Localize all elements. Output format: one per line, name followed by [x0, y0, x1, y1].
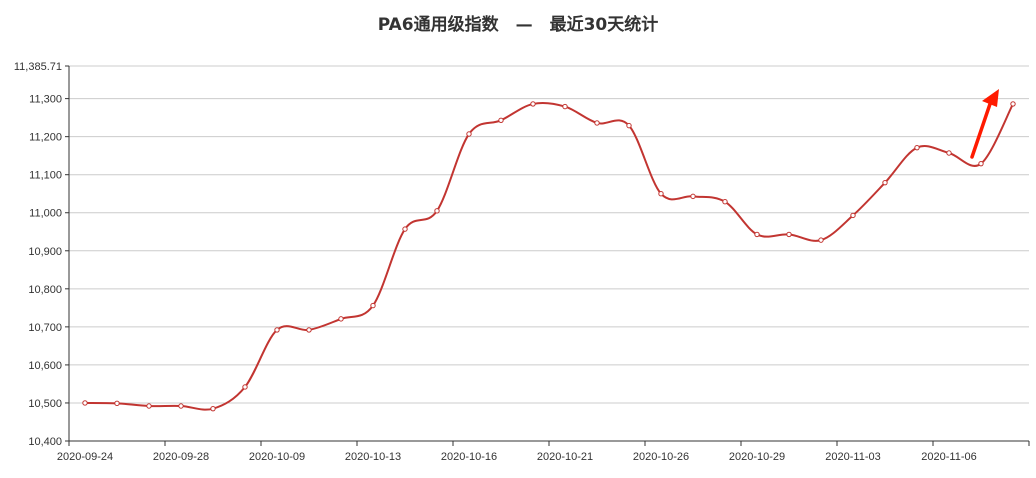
data-point	[146, 403, 152, 409]
data-point	[402, 226, 408, 232]
y-tick-label: 10,700	[28, 322, 62, 334]
data-point	[498, 117, 504, 123]
y-tick-label: 10,600	[28, 360, 62, 372]
x-tick-label: 2020-09-24	[57, 451, 113, 463]
x-tick-label: 2020-11-06	[921, 451, 976, 463]
y-tick-label: 10,800	[28, 284, 62, 296]
y-tick-label: 11,385.71	[14, 61, 62, 73]
gridlines	[69, 65, 1029, 442]
data-point	[882, 179, 888, 186]
y-tick-label: 11,000	[29, 208, 62, 220]
y-tick-label: 11,300	[29, 94, 62, 106]
data-point	[562, 103, 568, 110]
data-point	[850, 212, 856, 219]
x-tick-label: 2020-10-13	[345, 451, 401, 463]
data-point	[466, 131, 472, 137]
data-point	[178, 403, 184, 409]
x-tick-label: 2020-10-29	[729, 451, 785, 463]
data-point	[978, 160, 984, 167]
data-points	[82, 101, 1016, 412]
y-tick-label: 11,100	[29, 170, 62, 182]
arrow-shaft	[970, 102, 992, 159]
x-tick-label: 2020-10-21	[537, 451, 593, 463]
data-point	[594, 120, 600, 126]
y-axis: 10,400 10,500 10,600 10,700 10,800 10,900 11,0…	[14, 61, 70, 448]
data-point	[626, 122, 632, 129]
data-point	[786, 231, 792, 238]
data-point	[946, 150, 952, 156]
data-point	[370, 302, 376, 309]
x-tick-label: 2020-10-16	[441, 451, 497, 463]
trend-arrow-annotation	[970, 89, 999, 159]
data-point	[658, 191, 664, 197]
data-point	[434, 208, 440, 214]
data-point	[754, 231, 760, 238]
x-tick-label: 2020-11-03	[825, 451, 880, 463]
x-tick-label: 2020-10-09	[249, 451, 305, 463]
x-tick-label: 2020-09-28	[153, 451, 209, 463]
data-point	[114, 400, 120, 407]
series-line	[84, 101, 1014, 411]
data-point	[210, 405, 216, 412]
y-tick-label: 10,900	[28, 246, 62, 258]
y-tick-label: 10,400	[28, 436, 62, 448]
data-point	[82, 400, 88, 406]
data-point	[242, 384, 248, 390]
data-point	[274, 327, 280, 333]
data-point	[914, 144, 920, 151]
data-point	[530, 101, 536, 107]
data-point	[338, 316, 344, 322]
data-point	[722, 199, 728, 205]
y-tick-label: 10,500	[28, 398, 62, 410]
y-tick-label: 11,200	[29, 132, 62, 144]
data-point	[818, 237, 824, 243]
data-point	[690, 193, 696, 200]
data-point	[306, 327, 312, 333]
data-point	[1010, 101, 1016, 107]
arrow-head	[982, 89, 999, 107]
chart-title: PA6通用级指数 — 最近30天统计	[377, 15, 659, 35]
x-tick-label: 2020-10-26	[633, 451, 689, 463]
x-axis: 2020-09-24 2020-09-28 2020-10-09 2020-10-13…	[57, 440, 1030, 463]
